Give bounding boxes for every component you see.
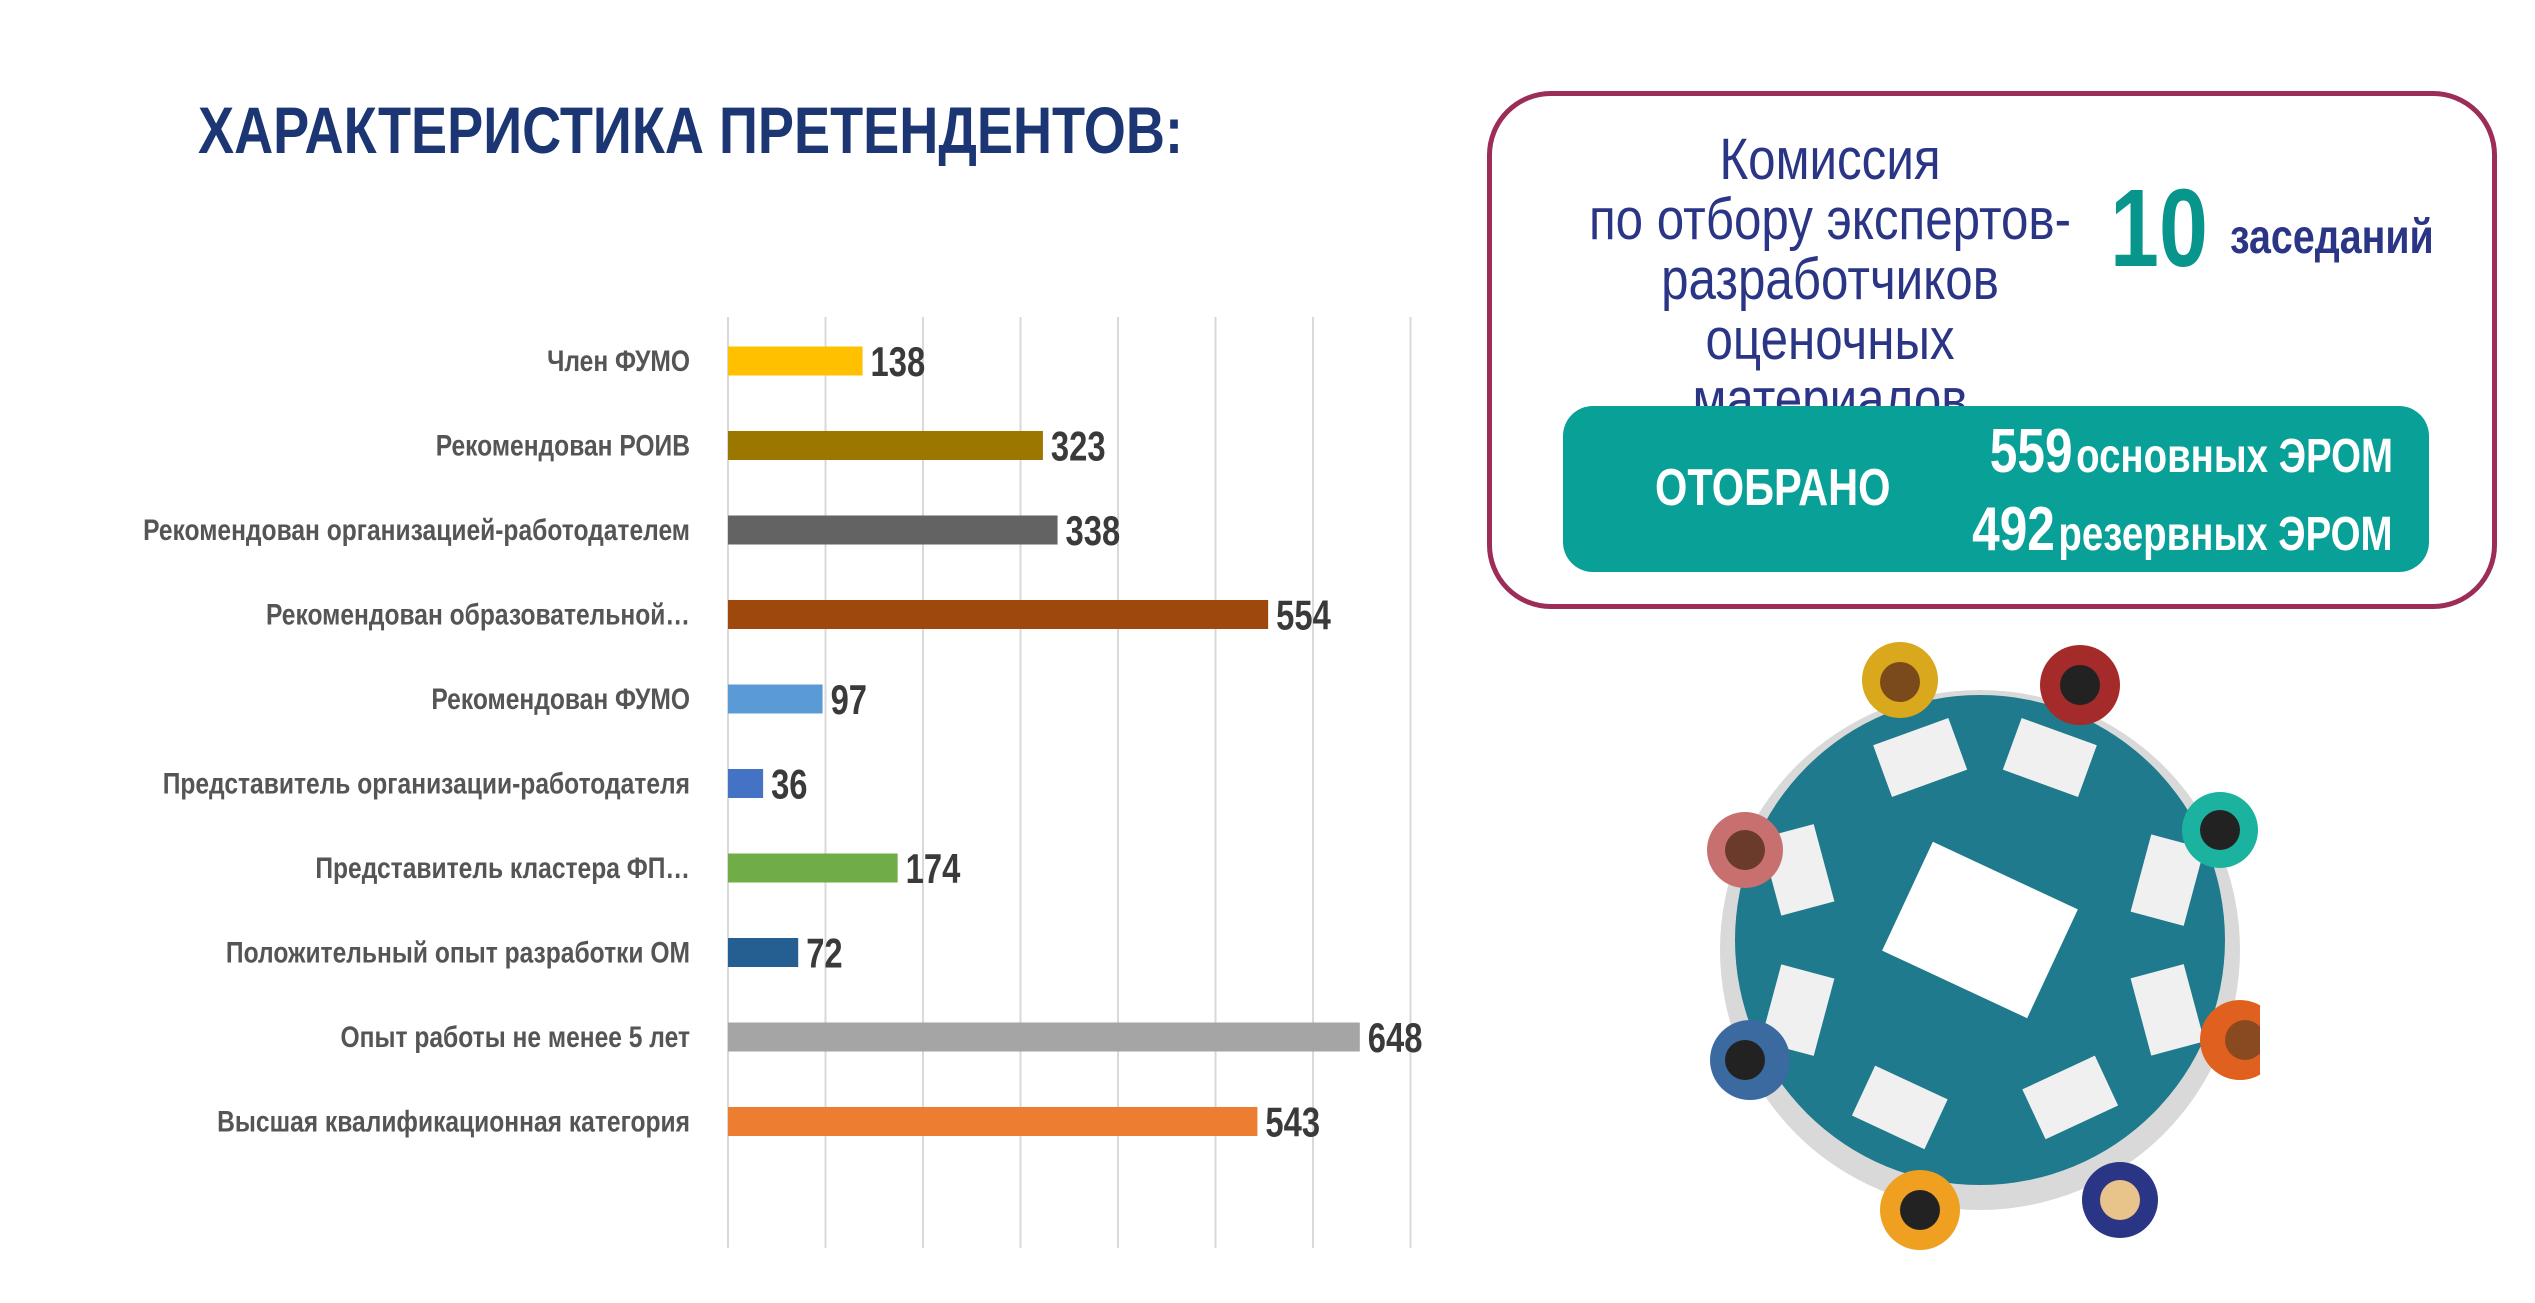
category-label: Высшая квалификационная категория: [217, 1104, 690, 1138]
bar: [728, 1107, 1258, 1136]
bar: [728, 938, 799, 967]
value-label: 554: [1276, 592, 1331, 639]
value-label: 338: [1066, 507, 1121, 554]
page-title: ХАРАКТЕРИСТИКА ПРЕТЕНДЕНТОВ:: [198, 93, 1183, 167]
people-icon: [1707, 642, 2260, 1250]
selected-label: ОТОБРАНО: [1655, 459, 1891, 517]
category-label: Представитель организации-работодателя: [163, 766, 690, 800]
bar: [728, 515, 1058, 545]
bar: [728, 346, 863, 376]
meetings-unit: заседаний: [2230, 211, 2434, 264]
main-count: 559: [1989, 417, 2073, 486]
bar: [728, 684, 823, 714]
bar: [728, 431, 1043, 460]
paper-icon: [1882, 841, 2078, 1019]
category-label: Рекомендован образовательной…: [266, 597, 690, 631]
reserve-text: резервных ЭРОМ: [2058, 508, 2393, 561]
category-label: Представитель кластера ФП…: [315, 851, 690, 885]
round-table-meeting-illustration: [1707, 642, 2260, 1250]
category-label: Опыт работы не менее 5 лет: [341, 1020, 690, 1054]
value-label: 36: [771, 761, 807, 808]
commission-card: [1487, 91, 2497, 609]
meetings-count: 10: [2110, 167, 2208, 290]
category-label: Положительный опыт разработки ОМ: [226, 935, 690, 969]
value-label: 323: [1051, 423, 1106, 470]
value-label: 543: [1265, 1099, 1320, 1146]
category-label: Рекомендован РОИВ: [436, 428, 690, 462]
selected-panel: ОТОБРАНО 559 основных ЭРОМ 492 резервных…: [1563, 406, 2429, 572]
reserve-count: 492: [1972, 495, 2056, 564]
commission-line: разработчиков: [1661, 247, 1999, 312]
category-label: Член ФУМО: [547, 344, 690, 378]
main-experts-line: 559 основных ЭРОМ: [1990, 416, 2393, 487]
bar-chart: Член ФУМО 138 Рекомендован РОИВ 323 Рекоменд…: [143, 317, 1423, 1248]
bar: [728, 853, 898, 883]
commission-line: Комиссия: [1719, 127, 1941, 192]
bar: [728, 769, 764, 798]
category-label: Рекомендован ФУМО: [431, 682, 690, 716]
value-label: 97: [831, 676, 867, 723]
reserve-experts-line: 492 резервных ЭРОМ: [1973, 494, 2393, 565]
value-label: 648: [1368, 1014, 1423, 1061]
bar: [728, 1022, 1360, 1052]
category-label: Рекомендован организацией-работодателем: [143, 513, 690, 547]
value-label: 72: [806, 930, 842, 977]
commission-title: Комиссия по отбору экспертов- разработчи…: [1567, 130, 2094, 430]
value-label: 138: [871, 338, 926, 385]
bar: [728, 600, 1269, 629]
commission-line: по отбору экспертов-: [1588, 187, 2072, 252]
main-text: основных ЭРОМ: [2076, 430, 2393, 483]
value-label: 174: [906, 845, 961, 892]
